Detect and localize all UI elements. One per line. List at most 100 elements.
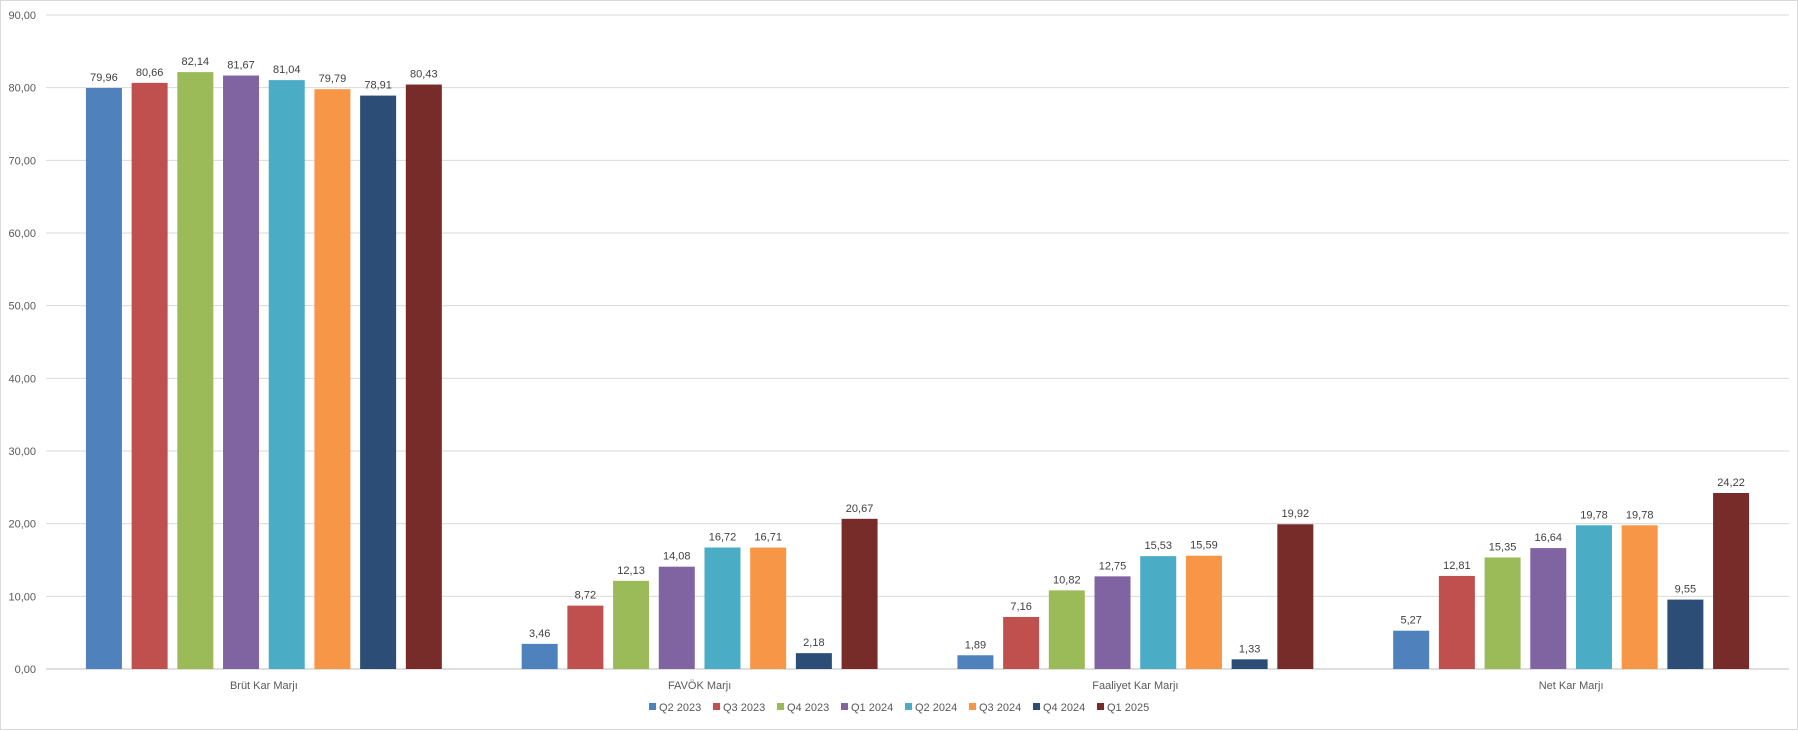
legend-swatch <box>969 703 976 710</box>
bar <box>268 80 305 670</box>
data-label: 14,08 <box>663 551 691 563</box>
y-tick-label: 50,00 <box>8 301 36 313</box>
data-label: 16,72 <box>709 532 737 544</box>
data-label: 80,66 <box>136 67 164 79</box>
bar <box>1277 524 1314 669</box>
bar <box>795 653 832 669</box>
legend-swatch <box>1097 703 1104 710</box>
legend-item: Q2 2023 <box>649 702 701 714</box>
legend-label: Q1 2025 <box>1107 702 1149 714</box>
legend-item: Q1 2025 <box>1097 702 1149 714</box>
data-label: 78,91 <box>364 80 392 92</box>
data-label: 15,59 <box>1190 540 1218 552</box>
legend-swatch <box>905 703 912 710</box>
data-label: 79,79 <box>319 73 347 85</box>
legend-swatch <box>777 703 784 710</box>
y-tick-label: 70,00 <box>8 155 36 167</box>
bar <box>314 89 351 669</box>
data-label: 19,78 <box>1626 509 1654 521</box>
data-label: 8,72 <box>575 590 596 602</box>
bar <box>1484 557 1521 669</box>
data-label: 19,78 <box>1580 509 1608 521</box>
legend-label: Q2 2024 <box>915 702 957 714</box>
legend-label: Q3 2024 <box>979 702 1021 714</box>
y-tick-label: 40,00 <box>8 373 36 385</box>
bar <box>658 566 695 669</box>
data-label: 12,13 <box>617 565 645 577</box>
bar <box>841 518 878 669</box>
y-tick-label: 60,00 <box>8 228 36 240</box>
bar <box>405 84 442 670</box>
data-label: 15,35 <box>1489 541 1517 553</box>
bar <box>1575 525 1612 669</box>
bar <box>1438 575 1475 669</box>
bar <box>1530 548 1567 669</box>
data-label: 16,71 <box>754 532 782 544</box>
bar <box>1713 493 1750 669</box>
bar <box>131 82 168 669</box>
bar <box>1048 590 1085 669</box>
y-tick-label: 80,00 <box>8 83 36 95</box>
bar <box>521 643 558 669</box>
bar <box>704 547 741 669</box>
bar <box>1140 556 1177 669</box>
x-category-label: Faaliyet Kar Marjı <box>1092 680 1178 692</box>
legend-label: Q3 2023 <box>723 702 765 714</box>
data-label: 1,33 <box>1239 643 1260 655</box>
data-label: 20,67 <box>846 503 874 515</box>
y-tick-label: 90,00 <box>8 10 36 22</box>
bar <box>177 72 214 670</box>
data-label: 5,27 <box>1400 615 1421 627</box>
data-label: 79,96 <box>90 72 118 84</box>
legend-swatch <box>1033 703 1040 710</box>
bar <box>1003 616 1040 669</box>
data-label: 2,18 <box>803 637 824 649</box>
legend-swatch <box>713 703 720 710</box>
legend-label: Q2 2023 <box>659 702 701 714</box>
legend-item: Q3 2024 <box>969 702 1021 714</box>
bar <box>1393 630 1430 669</box>
bar <box>1667 599 1704 669</box>
y-tick-label: 0,00 <box>15 664 36 676</box>
legend-item: Q4 2023 <box>777 702 829 714</box>
y-tick-label: 10,00 <box>8 591 36 603</box>
y-tick-label: 30,00 <box>8 446 36 458</box>
legend-item: Q1 2024 <box>841 702 893 714</box>
data-label: 7,16 <box>1010 601 1031 613</box>
bar <box>223 75 260 670</box>
y-tick-label: 20,00 <box>8 519 36 531</box>
data-label: 80,43 <box>410 69 438 81</box>
legend-item: Q4 2024 <box>1033 702 1085 714</box>
data-label: 1,89 <box>965 639 986 651</box>
legend-item: Q2 2024 <box>905 702 957 714</box>
legend-label: Q4 2024 <box>1043 702 1085 714</box>
legend-label: Q4 2023 <box>787 702 829 714</box>
bar <box>1231 659 1268 669</box>
x-category-label: FAVÖK Marjı <box>668 680 731 692</box>
legend-label: Q1 2024 <box>851 702 893 714</box>
x-category-label: Brüt Kar Marjı <box>230 680 298 692</box>
data-label: 12,75 <box>1099 560 1127 572</box>
bar <box>567 605 604 669</box>
bar <box>1185 555 1222 669</box>
legend-swatch <box>841 703 848 710</box>
data-label: 19,92 <box>1282 508 1310 520</box>
data-label: 81,67 <box>227 60 255 72</box>
data-label: 24,22 <box>1717 477 1745 489</box>
data-label: 16,64 <box>1535 532 1563 544</box>
bar <box>1621 525 1658 669</box>
data-label: 12,81 <box>1443 560 1471 572</box>
data-label: 10,82 <box>1053 574 1081 586</box>
data-label: 9,55 <box>1675 584 1696 596</box>
data-label: 15,53 <box>1144 540 1172 552</box>
bar <box>85 87 122 669</box>
data-label: 3,46 <box>529 628 550 640</box>
bar <box>1094 576 1131 669</box>
data-label: 82,14 <box>182 56 210 68</box>
data-label: 81,04 <box>273 64 301 76</box>
legend-item: Q3 2023 <box>713 702 765 714</box>
bar <box>750 547 787 669</box>
bar <box>360 95 397 669</box>
